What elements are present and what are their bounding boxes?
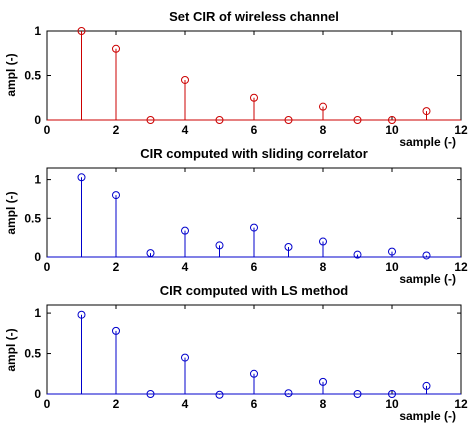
stem-marker — [146, 390, 155, 398]
y-tick-label: 0 — [34, 387, 41, 401]
y-axis-label: ampl (-) — [4, 53, 18, 96]
y-axis-label: ampl (-) — [4, 328, 18, 371]
y-tick-label: 0.5 — [24, 69, 41, 83]
stem-marker — [422, 251, 431, 260]
stem-marker — [215, 241, 224, 250]
x-tick-label: 0 — [44, 397, 51, 411]
stem-marker — [388, 247, 396, 256]
x-tick-label: 10 — [385, 397, 399, 411]
stem-marker — [77, 173, 86, 182]
stem-marker — [284, 242, 293, 251]
x-tick-label: 4 — [182, 397, 189, 411]
stem-marker — [112, 44, 120, 53]
x-tick-label: 6 — [251, 397, 258, 411]
subplot-sliding-correlator: CIR computed with sliding correlator amp… — [4, 146, 468, 286]
x-tick-label: 8 — [320, 260, 327, 274]
stem-marker — [422, 107, 431, 116]
stem-marker — [250, 369, 258, 378]
x-tick-label: 0 — [44, 123, 51, 137]
subplot-title: CIR computed with LS method — [160, 283, 349, 298]
stem-marker — [319, 237, 327, 246]
x-tick-label: 2 — [113, 123, 120, 137]
x-tick-label: 8 — [320, 397, 327, 411]
x-tick-label: 12 — [454, 260, 468, 274]
stem-marker — [284, 116, 293, 124]
subplot-ls-method: CIR computed with LS method ampl (-) sam… — [4, 283, 468, 423]
stem-marker — [353, 250, 362, 259]
x-tick-label: 12 — [454, 397, 468, 411]
x-tick-label: 4 — [182, 123, 189, 137]
stem-marker — [215, 390, 224, 399]
y-tick-label: 0 — [34, 250, 41, 264]
stem-marker — [112, 326, 120, 335]
subplot-title: Set CIR of wireless channel — [169, 9, 339, 24]
stem-marker — [319, 102, 327, 111]
x-tick-label: 0 — [44, 260, 51, 274]
x-tick-label: 6 — [251, 260, 258, 274]
x-axis-label: sample (-) — [399, 272, 456, 286]
stem-marker — [181, 75, 189, 84]
x-tick-label: 2 — [113, 260, 120, 274]
stem-marker — [250, 93, 258, 102]
stem-marker — [284, 389, 293, 398]
stem-marker — [112, 191, 120, 200]
y-tick-label: 0.5 — [24, 211, 41, 225]
x-tick-label: 10 — [385, 260, 399, 274]
subplot-title: CIR computed with sliding correlator — [140, 146, 368, 161]
x-tick-label: 2 — [113, 397, 120, 411]
stem-marker — [422, 381, 431, 390]
stem-marker — [146, 116, 155, 124]
subplot-set-cir: Set CIR of wireless channel ampl (-) sam… — [4, 9, 468, 149]
stem-marker — [250, 223, 258, 232]
stem-marker — [319, 377, 327, 386]
stem-marker — [77, 310, 86, 319]
stem-marker — [388, 390, 396, 398]
stem-marker — [146, 249, 155, 258]
y-tick-label: 0 — [34, 113, 41, 127]
x-tick-label: 4 — [182, 260, 189, 274]
x-tick-label: 10 — [385, 123, 399, 137]
stem-marker — [77, 27, 86, 35]
stem-marker — [353, 390, 362, 398]
y-tick-label: 1 — [34, 173, 41, 187]
y-tick-label: 1 — [34, 24, 41, 38]
x-tick-label: 12 — [454, 123, 468, 137]
stem-marker — [353, 116, 362, 124]
stem-marker — [181, 226, 189, 235]
x-tick-label: 6 — [251, 123, 258, 137]
x-axis-label: sample (-) — [399, 409, 456, 423]
x-axis-label: sample (-) — [399, 135, 456, 149]
y-tick-label: 0.5 — [24, 347, 41, 361]
stem-marker — [215, 116, 224, 124]
x-tick-label: 8 — [320, 123, 327, 137]
stem-marker — [181, 353, 189, 362]
y-axis-label: ampl (-) — [4, 191, 18, 234]
y-tick-label: 1 — [34, 306, 41, 320]
stem-marker — [388, 116, 396, 124]
